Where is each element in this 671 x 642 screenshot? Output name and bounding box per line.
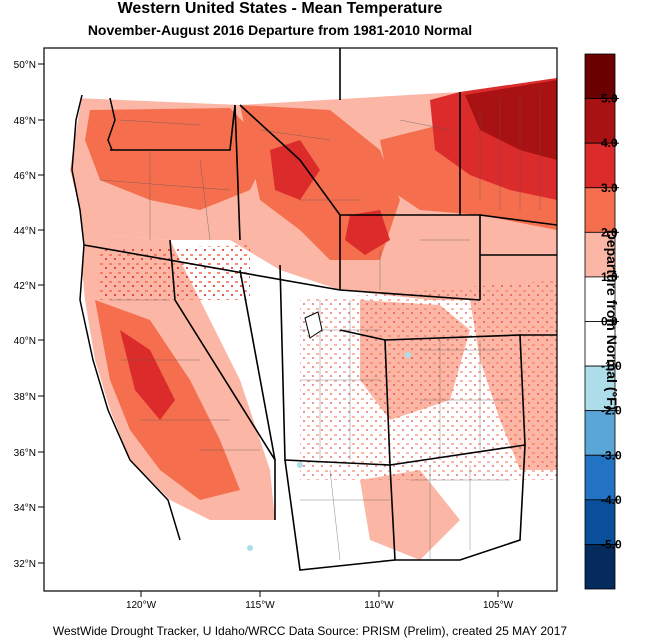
cool-spot <box>247 545 253 551</box>
lon-label: 120°W <box>126 600 157 611</box>
colorbar-tick-label: 3.0 <box>601 181 618 195</box>
lat-label: 36°N <box>14 448 36 459</box>
colorbar-tick-label: -5.0 <box>601 537 622 551</box>
lat-label: 44°N <box>14 226 36 237</box>
cool-spot <box>297 462 303 468</box>
latitude-labels: 50°N 48°N 46°N 44°N 42°N 40°N 38°N 36°N … <box>14 60 36 570</box>
latitude-axis <box>38 64 44 563</box>
colorbar-title: Departure from Normal (°F) <box>604 230 620 411</box>
lat-label: 48°N <box>14 116 36 127</box>
colorbar-tick-label: -4.0 <box>601 493 622 507</box>
longitude-labels: 120°W 115°W 110°W 105°W <box>126 600 514 611</box>
cool-spot <box>405 352 411 358</box>
lat-label: 38°N <box>14 392 36 403</box>
colorbar-tick-label: -3.0 <box>601 448 622 462</box>
lon-label: 115°W <box>245 600 275 611</box>
lon-label: 105°W <box>483 600 514 611</box>
lat-label: 46°N <box>14 171 36 182</box>
lat-label: 50°N <box>14 60 36 71</box>
lat-label: 34°N <box>14 503 36 514</box>
colorbar-tick-label: 5.0 <box>601 92 618 106</box>
colorbar-tick-label: 4.0 <box>601 136 618 150</box>
lon-label: 110°W <box>364 600 394 611</box>
lat-label: 42°N <box>14 281 36 292</box>
temperature-departure-map <box>44 48 560 591</box>
footer-credit: WestWide Drought Tracker, U Idaho/WRCC D… <box>0 624 620 638</box>
lat-label: 40°N <box>14 336 36 347</box>
lat-label: 32°N <box>14 559 36 570</box>
longitude-axis <box>141 591 498 597</box>
